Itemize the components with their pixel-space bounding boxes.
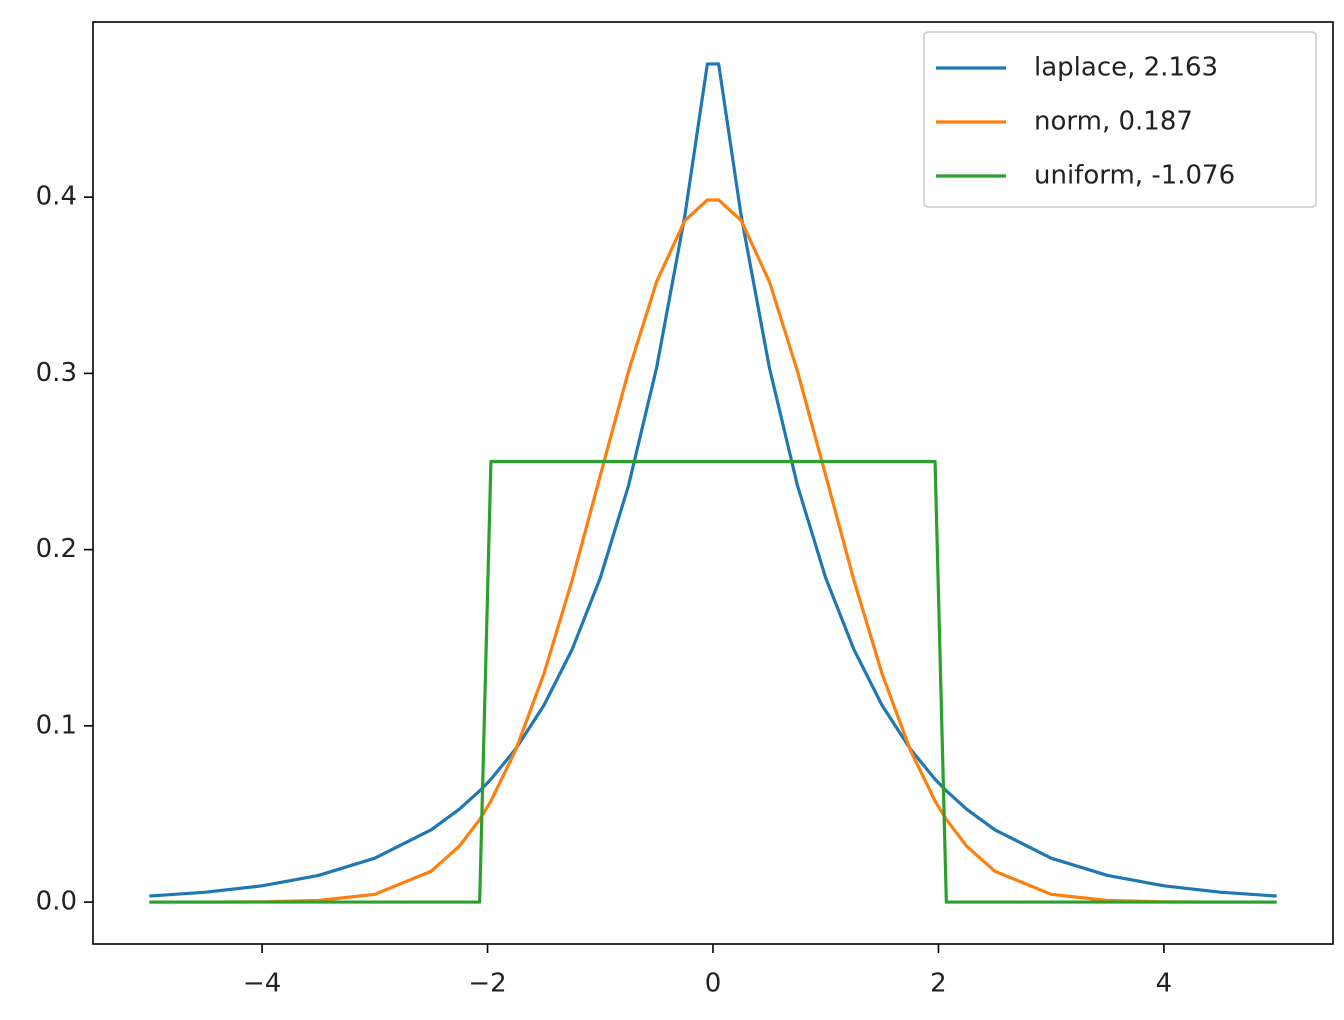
x-tick-label: 0 bbox=[705, 969, 722, 999]
legend-label: laplace, 2.163 bbox=[1034, 53, 1218, 83]
plot-frame bbox=[92, 21, 1334, 945]
y-tick-label: 0.0 bbox=[36, 887, 77, 917]
x-tick-label: 4 bbox=[1156, 969, 1173, 999]
line-series bbox=[149, 62, 1277, 898]
x-tick-label: −2 bbox=[468, 969, 506, 999]
x-tick-label: −4 bbox=[243, 969, 281, 999]
line-series bbox=[149, 198, 1277, 904]
x-tick-label: 2 bbox=[930, 969, 947, 999]
y-tick-label: 0.1 bbox=[36, 710, 77, 740]
y-tick-label: 0.4 bbox=[36, 182, 77, 212]
legend-box bbox=[923, 31, 1317, 208]
legend-label: norm, 0.187 bbox=[1034, 107, 1193, 137]
legend-label: uniform, -1.076 bbox=[1034, 161, 1235, 191]
line-series bbox=[149, 459, 1277, 904]
y-tick-label: 0.2 bbox=[36, 534, 77, 564]
y-tick-label: 0.3 bbox=[36, 358, 77, 388]
